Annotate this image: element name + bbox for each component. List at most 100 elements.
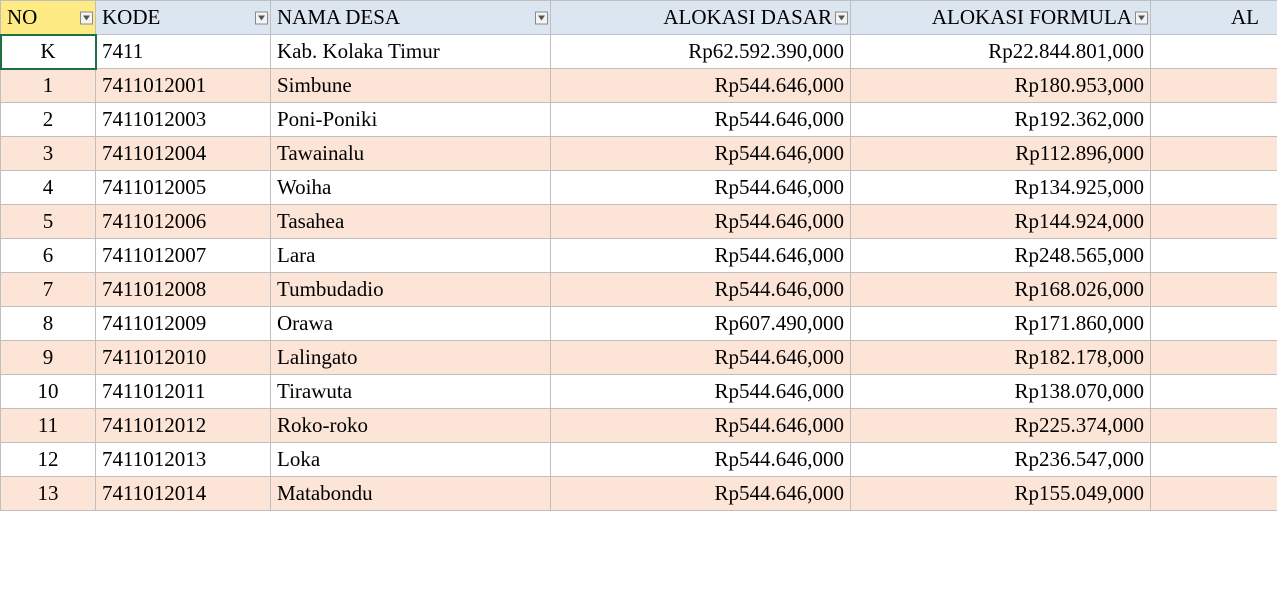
cell-al[interactable]: [1151, 341, 1277, 375]
cell-al[interactable]: [1151, 443, 1277, 477]
cell-kode[interactable]: 7411: [96, 35, 271, 69]
filter-dropdown-icon[interactable]: [535, 11, 548, 24]
cell-no[interactable]: 4: [1, 171, 96, 205]
cell-alokasi-dasar[interactable]: Rp544.646,000: [551, 137, 851, 171]
cell-kode[interactable]: 7411012010: [96, 341, 271, 375]
header-kode[interactable]: KODE: [96, 1, 271, 35]
cell-nama-desa[interactable]: Tawainalu: [271, 137, 551, 171]
cell-alokasi-formula[interactable]: Rp168.026,000: [851, 273, 1151, 307]
cell-nama-desa[interactable]: Roko-roko: [271, 409, 551, 443]
cell-alokasi-formula[interactable]: Rp155.049,000: [851, 477, 1151, 511]
cell-al[interactable]: [1151, 35, 1277, 69]
cell-no[interactable]: 2: [1, 103, 96, 137]
cell-alokasi-formula[interactable]: Rp171.860,000: [851, 307, 1151, 341]
cell-al[interactable]: [1151, 103, 1277, 137]
header-al[interactable]: AL: [1151, 1, 1277, 35]
cell-kode[interactable]: 7411012005: [96, 171, 271, 205]
cell-al[interactable]: [1151, 375, 1277, 409]
cell-no[interactable]: 6: [1, 239, 96, 273]
cell-al[interactable]: [1151, 205, 1277, 239]
cell-nama-desa[interactable]: Tirawuta: [271, 375, 551, 409]
cell-alokasi-dasar[interactable]: Rp544.646,000: [551, 273, 851, 307]
cell-kode[interactable]: 7411012001: [96, 69, 271, 103]
cell-al[interactable]: [1151, 307, 1277, 341]
cell-kode[interactable]: 7411012013: [96, 443, 271, 477]
cell-no[interactable]: 12: [1, 443, 96, 477]
cell-alokasi-formula[interactable]: Rp182.178,000: [851, 341, 1151, 375]
cell-nama-desa[interactable]: Loka: [271, 443, 551, 477]
cell-alokasi-formula[interactable]: Rp236.547,000: [851, 443, 1151, 477]
cell-kode[interactable]: 7411012006: [96, 205, 271, 239]
cell-al[interactable]: [1151, 137, 1277, 171]
cell-no[interactable]: K: [1, 35, 96, 69]
cell-alokasi-formula[interactable]: Rp248.565,000: [851, 239, 1151, 273]
cell-alokasi-formula[interactable]: Rp22.844.801,000: [851, 35, 1151, 69]
cell-nama-desa[interactable]: Lalingato: [271, 341, 551, 375]
cell-al[interactable]: [1151, 477, 1277, 511]
cell-no[interactable]: 11: [1, 409, 96, 443]
cell-no[interactable]: 13: [1, 477, 96, 511]
cell-alokasi-formula[interactable]: Rp192.362,000: [851, 103, 1151, 137]
cell-alokasi-dasar[interactable]: Rp607.490,000: [551, 307, 851, 341]
cell-al[interactable]: [1151, 171, 1277, 205]
cell-alokasi-formula[interactable]: Rp138.070,000: [851, 375, 1151, 409]
table-row: 47411012005WoihaRp544.646,000Rp134.925,0…: [1, 171, 1277, 205]
cell-no[interactable]: 9: [1, 341, 96, 375]
cell-no[interactable]: 1: [1, 69, 96, 103]
filter-dropdown-icon[interactable]: [80, 11, 93, 24]
table-row: K7411Kab. Kolaka TimurRp62.592.390,000Rp…: [1, 35, 1277, 69]
cell-nama-desa[interactable]: Tasahea: [271, 205, 551, 239]
cell-alokasi-dasar[interactable]: Rp62.592.390,000: [551, 35, 851, 69]
cell-nama-desa[interactable]: Tumbudadio: [271, 273, 551, 307]
cell-no[interactable]: 7: [1, 273, 96, 307]
cell-nama-desa[interactable]: Simbune: [271, 69, 551, 103]
cell-alokasi-dasar[interactable]: Rp544.646,000: [551, 443, 851, 477]
cell-alokasi-formula[interactable]: Rp180.953,000: [851, 69, 1151, 103]
cell-nama-desa[interactable]: Kab. Kolaka Timur: [271, 35, 551, 69]
header-no-label: NO: [7, 5, 37, 29]
cell-alokasi-formula[interactable]: Rp144.924,000: [851, 205, 1151, 239]
cell-no[interactable]: 5: [1, 205, 96, 239]
header-nama-label: NAMA DESA: [277, 5, 400, 29]
cell-alokasi-formula[interactable]: Rp134.925,000: [851, 171, 1151, 205]
cell-alokasi-dasar[interactable]: Rp544.646,000: [551, 103, 851, 137]
cell-kode[interactable]: 7411012008: [96, 273, 271, 307]
cell-al[interactable]: [1151, 239, 1277, 273]
cell-kode[interactable]: 7411012009: [96, 307, 271, 341]
cell-alokasi-dasar[interactable]: Rp544.646,000: [551, 341, 851, 375]
cell-alokasi-formula[interactable]: Rp225.374,000: [851, 409, 1151, 443]
cell-alokasi-dasar[interactable]: Rp544.646,000: [551, 69, 851, 103]
cell-nama-desa[interactable]: Matabondu: [271, 477, 551, 511]
cell-no[interactable]: 8: [1, 307, 96, 341]
cell-alokasi-dasar[interactable]: Rp544.646,000: [551, 409, 851, 443]
cell-alokasi-dasar[interactable]: Rp544.646,000: [551, 239, 851, 273]
filter-dropdown-icon[interactable]: [835, 11, 848, 24]
cell-kode[interactable]: 7411012003: [96, 103, 271, 137]
cell-kode[interactable]: 7411012011: [96, 375, 271, 409]
header-nama-desa[interactable]: NAMA DESA: [271, 1, 551, 35]
cell-al[interactable]: [1151, 69, 1277, 103]
cell-kode[interactable]: 7411012004: [96, 137, 271, 171]
cell-al[interactable]: [1151, 273, 1277, 307]
cell-kode[interactable]: 7411012007: [96, 239, 271, 273]
cell-kode[interactable]: 7411012012: [96, 409, 271, 443]
cell-alokasi-dasar[interactable]: Rp544.646,000: [551, 375, 851, 409]
cell-al[interactable]: [1151, 409, 1277, 443]
table-row: 27411012003Poni-PonikiRp544.646,000Rp192…: [1, 103, 1277, 137]
filter-dropdown-icon[interactable]: [1135, 11, 1148, 24]
cell-nama-desa[interactable]: Woiha: [271, 171, 551, 205]
cell-alokasi-dasar[interactable]: Rp544.646,000: [551, 171, 851, 205]
cell-kode[interactable]: 7411012014: [96, 477, 271, 511]
cell-alokasi-dasar[interactable]: Rp544.646,000: [551, 205, 851, 239]
header-alokasi-dasar[interactable]: ALOKASI DASAR: [551, 1, 851, 35]
filter-dropdown-icon[interactable]: [255, 11, 268, 24]
cell-alokasi-dasar[interactable]: Rp544.646,000: [551, 477, 851, 511]
header-alokasi-formula[interactable]: ALOKASI FORMULA: [851, 1, 1151, 35]
cell-no[interactable]: 10: [1, 375, 96, 409]
cell-no[interactable]: 3: [1, 137, 96, 171]
cell-alokasi-formula[interactable]: Rp112.896,000: [851, 137, 1151, 171]
header-no[interactable]: NO: [1, 1, 96, 35]
cell-nama-desa[interactable]: Lara: [271, 239, 551, 273]
cell-nama-desa[interactable]: Poni-Poniki: [271, 103, 551, 137]
cell-nama-desa[interactable]: Orawa: [271, 307, 551, 341]
